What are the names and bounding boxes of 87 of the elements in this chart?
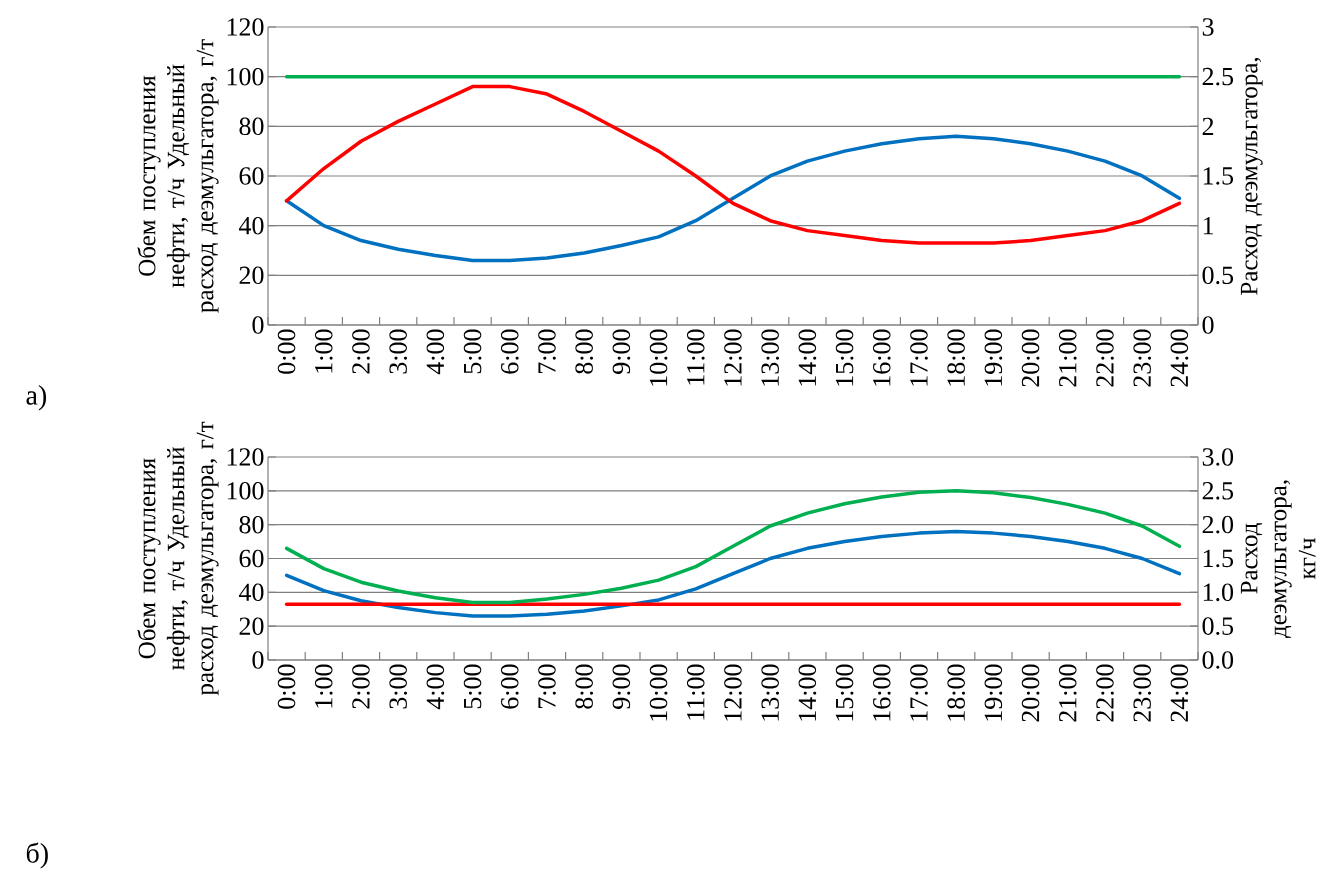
x-tick-label: 17:00 [910,664,928,721]
text: б) [26,842,48,869]
x-tick-label: 7:00 [538,329,556,374]
y2-tick-label: 2.0 [1202,515,1234,534]
x-tick-label: 18:00 [947,664,966,721]
x-tick-label: 11:00 [686,329,705,385]
x-tick-label: 7:00 [538,664,556,709]
x-tick-label: 12:00 [724,329,742,386]
x-tick-label: 2:00 [352,664,370,709]
y2-axis-title: Расход деэмульгатора, кг/ч [1240,480,1316,639]
y-tick-label: 20 [239,266,264,285]
x-tick-label: 16:00 [872,329,891,386]
x-tick-label: 0:00 [277,664,296,709]
x-tick-label: 14:00 [798,329,817,386]
y2-tick-label: 0.5 [1202,266,1234,285]
x-tick-label: 13:00 [761,329,780,386]
x-tick-label: 3:00 [389,329,408,374]
x-tick-label: 9:00 [612,329,631,374]
y2-tick-label: 2.5 [1202,482,1234,500]
x-tick-label: 10:00 [649,329,668,386]
line-series [284,134,1182,263]
x-tick-label: 16:00 [872,664,891,721]
y2-tick-label: 3.0 [1202,448,1234,466]
x-tick-label: 5:00 [463,329,482,374]
x-tick-label: 4:00 [426,329,445,375]
y2-tick-label: 3 [1202,18,1214,36]
y-tick-label: 0 [252,316,264,334]
y-tick-label: 40 [238,583,264,602]
x-tick-label: 2:00 [352,329,370,374]
y2-tick-label: 0 [1202,316,1214,334]
y2-tick-label: 2.5 [1202,67,1234,86]
x-tick-label: 8:00 [575,329,594,374]
y2-tick-label: 0.5 [1202,617,1234,635]
y2-tick-label: 1.5 [1203,167,1234,185]
x-tick-label: 10:00 [649,664,668,721]
y-tick-label: 0 [252,651,264,669]
y-tick-label: 20 [239,617,264,635]
x-tick-label: 11:00 [686,664,705,720]
y2-tick-label: 1 [1203,217,1213,235]
line-series [284,529,1182,618]
x-tick-label: 14:00 [798,664,817,721]
x-tick-label: 19:00 [984,329,1003,386]
y-tick-label: 60 [239,549,264,568]
y-axis-title: Обем поступления нефти, т/ч Удельный расход деэмульгатора, г/т [137,39,219,313]
y-tick-label: 80 [239,117,264,136]
y-tick-label: 100 [227,67,264,86]
y-axis-title: Обем поступления нефти, т/ч Удельный расход деэмульгатора, г/т [137,421,219,696]
y-tick-label: 80 [239,515,264,534]
x-tick-label: 22:00 [1096,664,1114,722]
x-tick-label: 23:00 [1133,664,1152,722]
x-tick-label: 3:00 [389,664,408,709]
y-tick-label: 60 [239,167,264,185]
y-tick-label: 40 [238,216,264,235]
y-tick-label: 100 [227,482,264,500]
x-tick-label: 22:00 [1096,329,1114,387]
y-tick-label: 120 [227,18,264,36]
line-series [284,489,1182,605]
x-tick-label: 20:00 [1021,329,1040,387]
x-tick-label: 19:00 [984,664,1003,721]
x-tick-label: 9:00 [612,664,631,709]
y-tick-label: 120 [227,448,264,466]
x-tick-label: 15:00 [835,329,854,386]
x-tick-label: 8:00 [575,664,594,709]
x-tick-label: 24:00 [1170,664,1189,722]
x-tick-label: 18:00 [947,329,966,386]
y2-tick-label: 0.0 [1202,651,1234,669]
x-tick-label: 12:00 [724,664,742,721]
x-tick-label: 21:00 [1058,664,1077,722]
y2-tick-label: 2 [1202,117,1214,135]
y2-tick-label: 1.0 [1203,583,1234,602]
x-tick-label: 15:00 [835,664,854,721]
x-tick-label: 0:00 [277,329,296,374]
x-tick-label: 17:00 [910,329,928,386]
x-tick-label: 6:00 [500,664,519,709]
x-tick-label: 4:00 [426,664,445,710]
x-tick-label: 20:00 [1021,664,1040,722]
x-tick-label: 24:00 [1170,329,1189,387]
text: а) [26,385,47,411]
x-tick-label: 1:00 [314,664,333,708]
y2-axis-title: Расход деэмульгатора, [1240,57,1263,295]
y2-tick-label: 1.5 [1203,549,1234,568]
x-tick-label: 21:00 [1058,329,1077,387]
x-tick-label: 5:00 [463,664,482,709]
x-tick-label: 23:00 [1133,329,1152,387]
x-tick-label: 6:00 [500,329,519,374]
x-tick-label: 13:00 [761,664,780,721]
x-tick-label: 1:00 [314,329,333,373]
